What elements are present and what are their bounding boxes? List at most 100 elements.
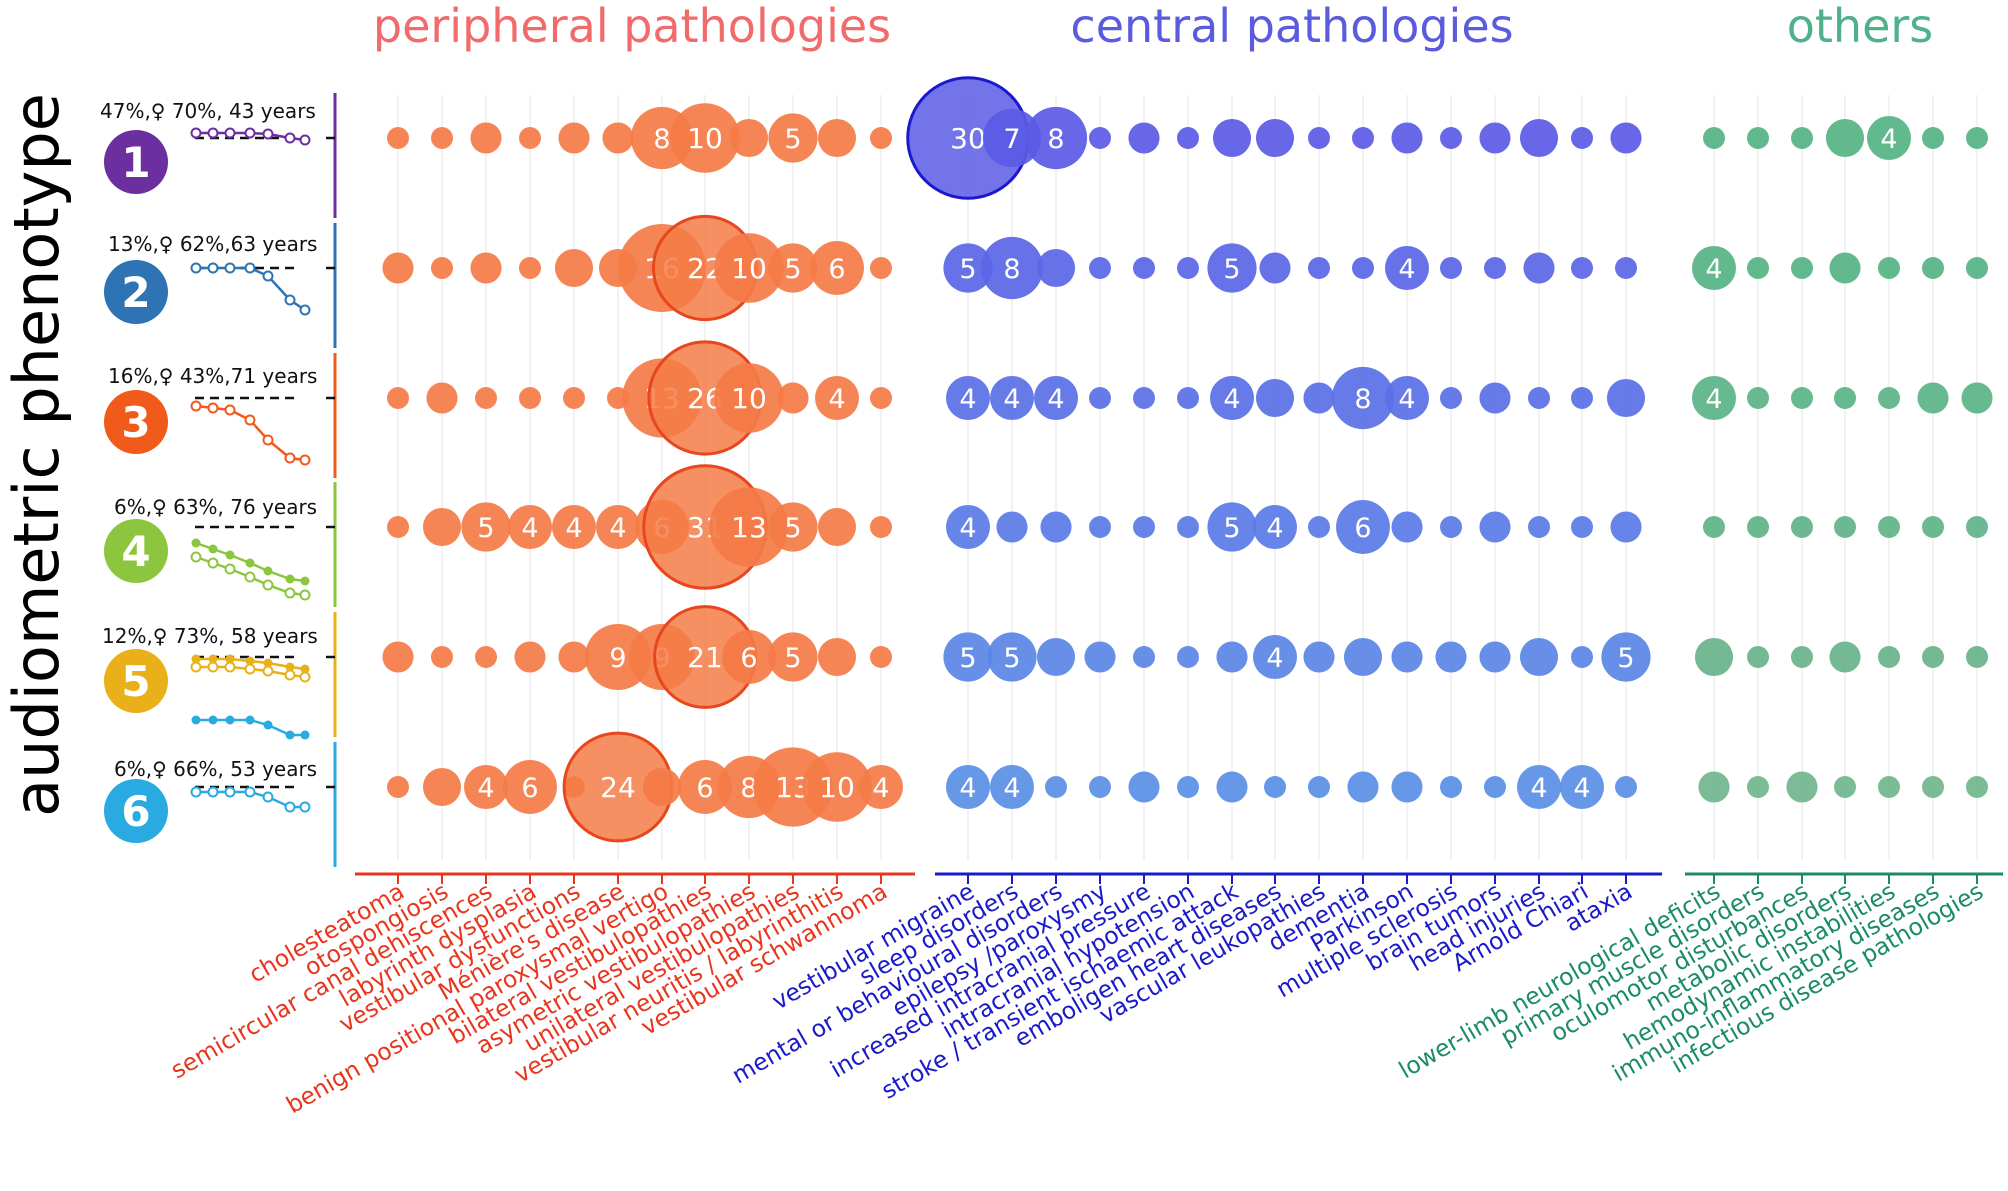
audiogram-point: [244, 663, 256, 675]
data-bubble: [768, 632, 818, 682]
data-bubble: [870, 516, 892, 538]
data-bubble: [1259, 252, 1291, 284]
data-bubble: [1303, 641, 1335, 673]
data-bubble: [1210, 376, 1254, 420]
audiogram-point: [224, 786, 236, 798]
bubble-value-label: 24: [600, 771, 636, 804]
bubble-value-label: 6: [1354, 513, 1371, 544]
data-bubble: [670, 103, 740, 173]
data-bubble: [1610, 122, 1642, 154]
data-bubble: [1484, 257, 1506, 279]
bubble-value-label: 4: [477, 773, 494, 804]
data-bubble: [422, 507, 462, 547]
audiogram-point: [262, 665, 274, 677]
audiogram-point: [245, 656, 255, 666]
audiogram-point: [299, 801, 311, 813]
data-bubble: [1484, 776, 1506, 798]
data-bubble: [1089, 127, 1111, 149]
data-bubble: [1571, 516, 1593, 538]
data-bubble: [1694, 637, 1734, 677]
data-bubble: [1308, 776, 1330, 798]
data-bubble: [1966, 257, 1988, 279]
data-bubble: [1253, 635, 1297, 679]
bubble-value-label: 10: [731, 382, 767, 415]
bubble-value-label: 10: [819, 771, 855, 804]
data-bubble: [1922, 516, 1944, 538]
audiogram-point: [244, 571, 256, 583]
bubble-value-label: 4: [609, 513, 626, 544]
audiogram-point: [225, 654, 235, 664]
data-bubble: [1133, 646, 1155, 668]
data-bubble: [1128, 122, 1160, 154]
data-bubble: [1878, 257, 1900, 279]
data-bubble: [1036, 248, 1076, 288]
audiogram-point: [263, 566, 273, 576]
data-bubble: [1133, 387, 1155, 409]
audiogram-point: [208, 654, 218, 664]
data-bubble: [990, 376, 1034, 420]
data-bubble: [1207, 502, 1257, 552]
data-bubble: [1703, 127, 1725, 149]
phenotype-panel: 47%,♀ 70%, 43 years 13%,♀ 62%,63 years 1…: [100, 99, 318, 781]
data-bubble: [714, 233, 784, 303]
data-bubble: [503, 760, 557, 814]
data-bubble: [1253, 505, 1297, 549]
data-bubble: [859, 765, 903, 809]
phenotype-badge: [104, 519, 168, 583]
data-bubble: [1829, 252, 1861, 284]
data-bubble: [1385, 246, 1429, 290]
data-bubble: [431, 646, 453, 668]
data-bubble: [1571, 387, 1593, 409]
data-bubble: [817, 507, 857, 547]
data-bubble: [387, 387, 409, 409]
data-bubble: [1255, 378, 1295, 418]
audiogram-point: [262, 434, 274, 446]
audiogram-point: [263, 720, 273, 730]
data-bubble: [1479, 382, 1511, 414]
audiogram-point: [244, 414, 256, 426]
data-bubble: [1177, 387, 1199, 409]
audiogram-point: [285, 662, 295, 672]
data-bubble: [1440, 516, 1462, 538]
data-bubble: [1216, 771, 1248, 803]
audiogram-point: [300, 730, 310, 740]
bubble-value-label: 10: [687, 122, 723, 155]
data-bubble: [777, 382, 809, 414]
data-bubble: [1692, 246, 1736, 290]
phenotype-badge: [104, 649, 168, 713]
data-bubble: [802, 752, 872, 822]
bubble-value-label: 4: [521, 513, 538, 544]
data-bubble: [946, 505, 990, 549]
bubble-value-label: 4: [828, 384, 845, 415]
data-bubble: [1133, 257, 1155, 279]
data-bubble: [870, 127, 892, 149]
data-bubble: [1519, 637, 1559, 677]
bubble-value-label: 5: [784, 643, 801, 674]
bubble-value-label: 4: [1003, 384, 1020, 415]
bubble-value-label: 7: [1003, 124, 1020, 155]
audiogram-point: [190, 400, 202, 412]
data-bubble: [1922, 776, 1944, 798]
data-bubble: [1331, 366, 1395, 430]
audiogram-point: [262, 128, 274, 140]
data-bubble: [1264, 776, 1286, 798]
data-bubble: [1917, 382, 1949, 414]
data-bubble: [642, 767, 682, 807]
data-bubble: [1571, 127, 1593, 149]
data-bubble: [1528, 387, 1550, 409]
phenotype-number: 3: [121, 398, 150, 447]
audiogram-point: [208, 544, 218, 554]
audiogram-point: [299, 589, 311, 601]
data-bubble: [1615, 257, 1637, 279]
audiogram-point: [284, 669, 296, 681]
audiogram-point: [244, 786, 256, 798]
bubble-value-label: 13: [731, 511, 767, 544]
phenotype-number: 5: [121, 657, 150, 706]
data-bubble: [1791, 516, 1813, 538]
audiogram-point: [262, 579, 274, 591]
bubble-value-label: 8: [653, 124, 670, 155]
data-bubble: [1922, 646, 1944, 668]
audiogram-point: [224, 262, 236, 274]
data-bubble: [558, 122, 590, 154]
data-bubble: [1036, 637, 1076, 677]
